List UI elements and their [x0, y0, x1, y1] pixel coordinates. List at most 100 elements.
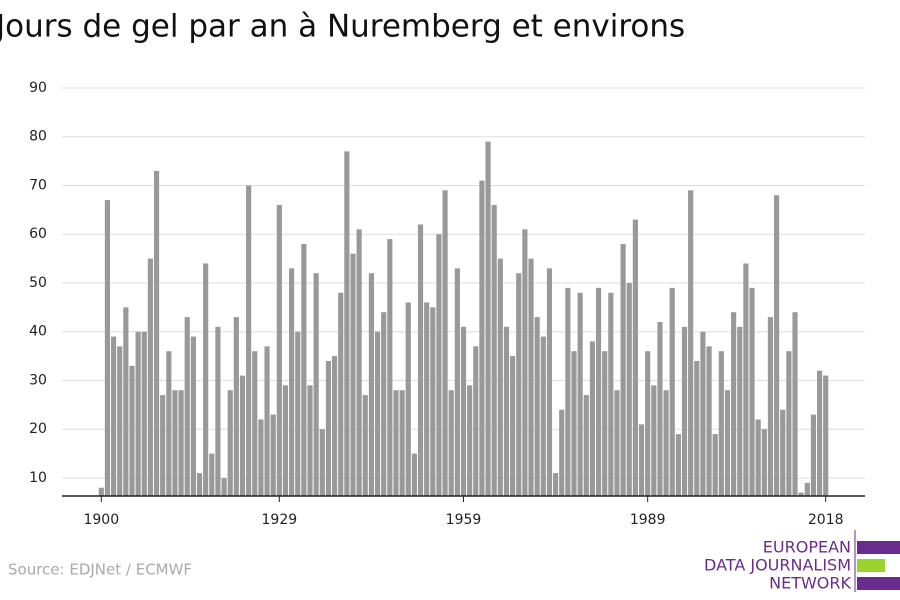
bar — [491, 204, 497, 496]
bar — [657, 321, 663, 496]
bar — [798, 492, 804, 496]
bar — [681, 326, 688, 496]
bar — [454, 268, 460, 496]
bar — [743, 263, 749, 496]
bar — [774, 195, 780, 496]
bar — [233, 317, 239, 496]
bar — [700, 331, 706, 496]
bar — [595, 287, 602, 496]
bar — [344, 151, 350, 496]
bar — [424, 302, 430, 496]
bar — [663, 390, 669, 496]
bar — [350, 253, 356, 496]
bar — [381, 312, 387, 496]
bar — [559, 409, 565, 496]
bar — [620, 243, 626, 496]
chart-title: Jours de gel par an à Nuremberg et envir… — [0, 9, 685, 45]
logo-text: NETWORK — [769, 574, 851, 593]
bar — [319, 429, 325, 496]
bar — [203, 263, 209, 496]
logo-text: EUROPEAN — [763, 538, 851, 557]
bar — [516, 273, 522, 496]
logo-bar — [857, 541, 900, 554]
bar — [645, 351, 651, 496]
bar — [718, 351, 724, 496]
bar — [362, 395, 368, 496]
bar — [331, 356, 338, 496]
bar — [724, 390, 731, 496]
bar — [374, 331, 381, 496]
bar — [356, 229, 362, 496]
bar — [110, 336, 117, 496]
bar — [638, 424, 645, 496]
bar — [823, 375, 829, 496]
y-tick-label: 10 — [29, 470, 47, 486]
bar — [387, 239, 393, 496]
bar — [276, 204, 282, 496]
bar — [614, 390, 620, 496]
bar — [485, 141, 491, 496]
bar — [540, 336, 546, 496]
bar — [258, 419, 264, 496]
bar — [123, 307, 129, 496]
bar — [270, 414, 276, 496]
bar — [810, 414, 817, 496]
bar — [209, 453, 215, 496]
bar — [749, 287, 755, 496]
y-tick-label: 80 — [29, 129, 47, 145]
bar — [160, 395, 166, 496]
bar — [184, 317, 190, 496]
bar — [417, 224, 424, 497]
bar — [252, 351, 258, 496]
bar — [129, 365, 135, 496]
y-tick-label: 60 — [29, 226, 47, 242]
bar — [755, 419, 761, 496]
bar — [577, 292, 583, 496]
bar — [589, 341, 596, 496]
bar — [221, 477, 227, 496]
x-tick-label: 1900 — [83, 512, 119, 528]
bar — [135, 331, 141, 496]
bar — [546, 268, 553, 496]
bar — [178, 390, 184, 496]
bar — [117, 346, 123, 496]
bar — [405, 302, 411, 496]
bar — [688, 190, 694, 497]
bar — [282, 385, 289, 496]
bar — [534, 317, 540, 496]
bar — [166, 351, 172, 496]
bar — [565, 287, 571, 496]
bar — [497, 258, 503, 496]
bar — [651, 385, 657, 496]
source: Source: EDJNet / ECMWF — [8, 561, 192, 579]
bar — [792, 312, 798, 496]
x-tick-label: 1989 — [630, 512, 666, 528]
bar — [172, 390, 178, 496]
bar — [289, 268, 295, 496]
bar — [448, 390, 454, 496]
bar — [98, 487, 104, 496]
y-tick-label: 30 — [29, 372, 47, 388]
bar — [786, 351, 792, 496]
y-tick-label: 90 — [29, 80, 47, 96]
bar — [522, 229, 528, 496]
bar — [430, 307, 436, 496]
y-tick-label: 50 — [29, 275, 47, 291]
logo-bar — [857, 559, 885, 572]
bar — [215, 326, 221, 496]
bar — [816, 370, 823, 496]
bar — [460, 326, 467, 496]
bar — [467, 385, 473, 496]
bar — [780, 409, 786, 496]
bar — [227, 390, 233, 496]
x-tick-label: 1959 — [446, 512, 482, 528]
bar — [804, 482, 810, 496]
bar — [442, 190, 448, 497]
bar — [510, 356, 516, 496]
bar — [626, 282, 632, 496]
bar — [436, 234, 442, 496]
bar — [583, 395, 589, 496]
bar — [503, 326, 510, 496]
bar — [141, 331, 147, 496]
bar — [571, 351, 577, 496]
